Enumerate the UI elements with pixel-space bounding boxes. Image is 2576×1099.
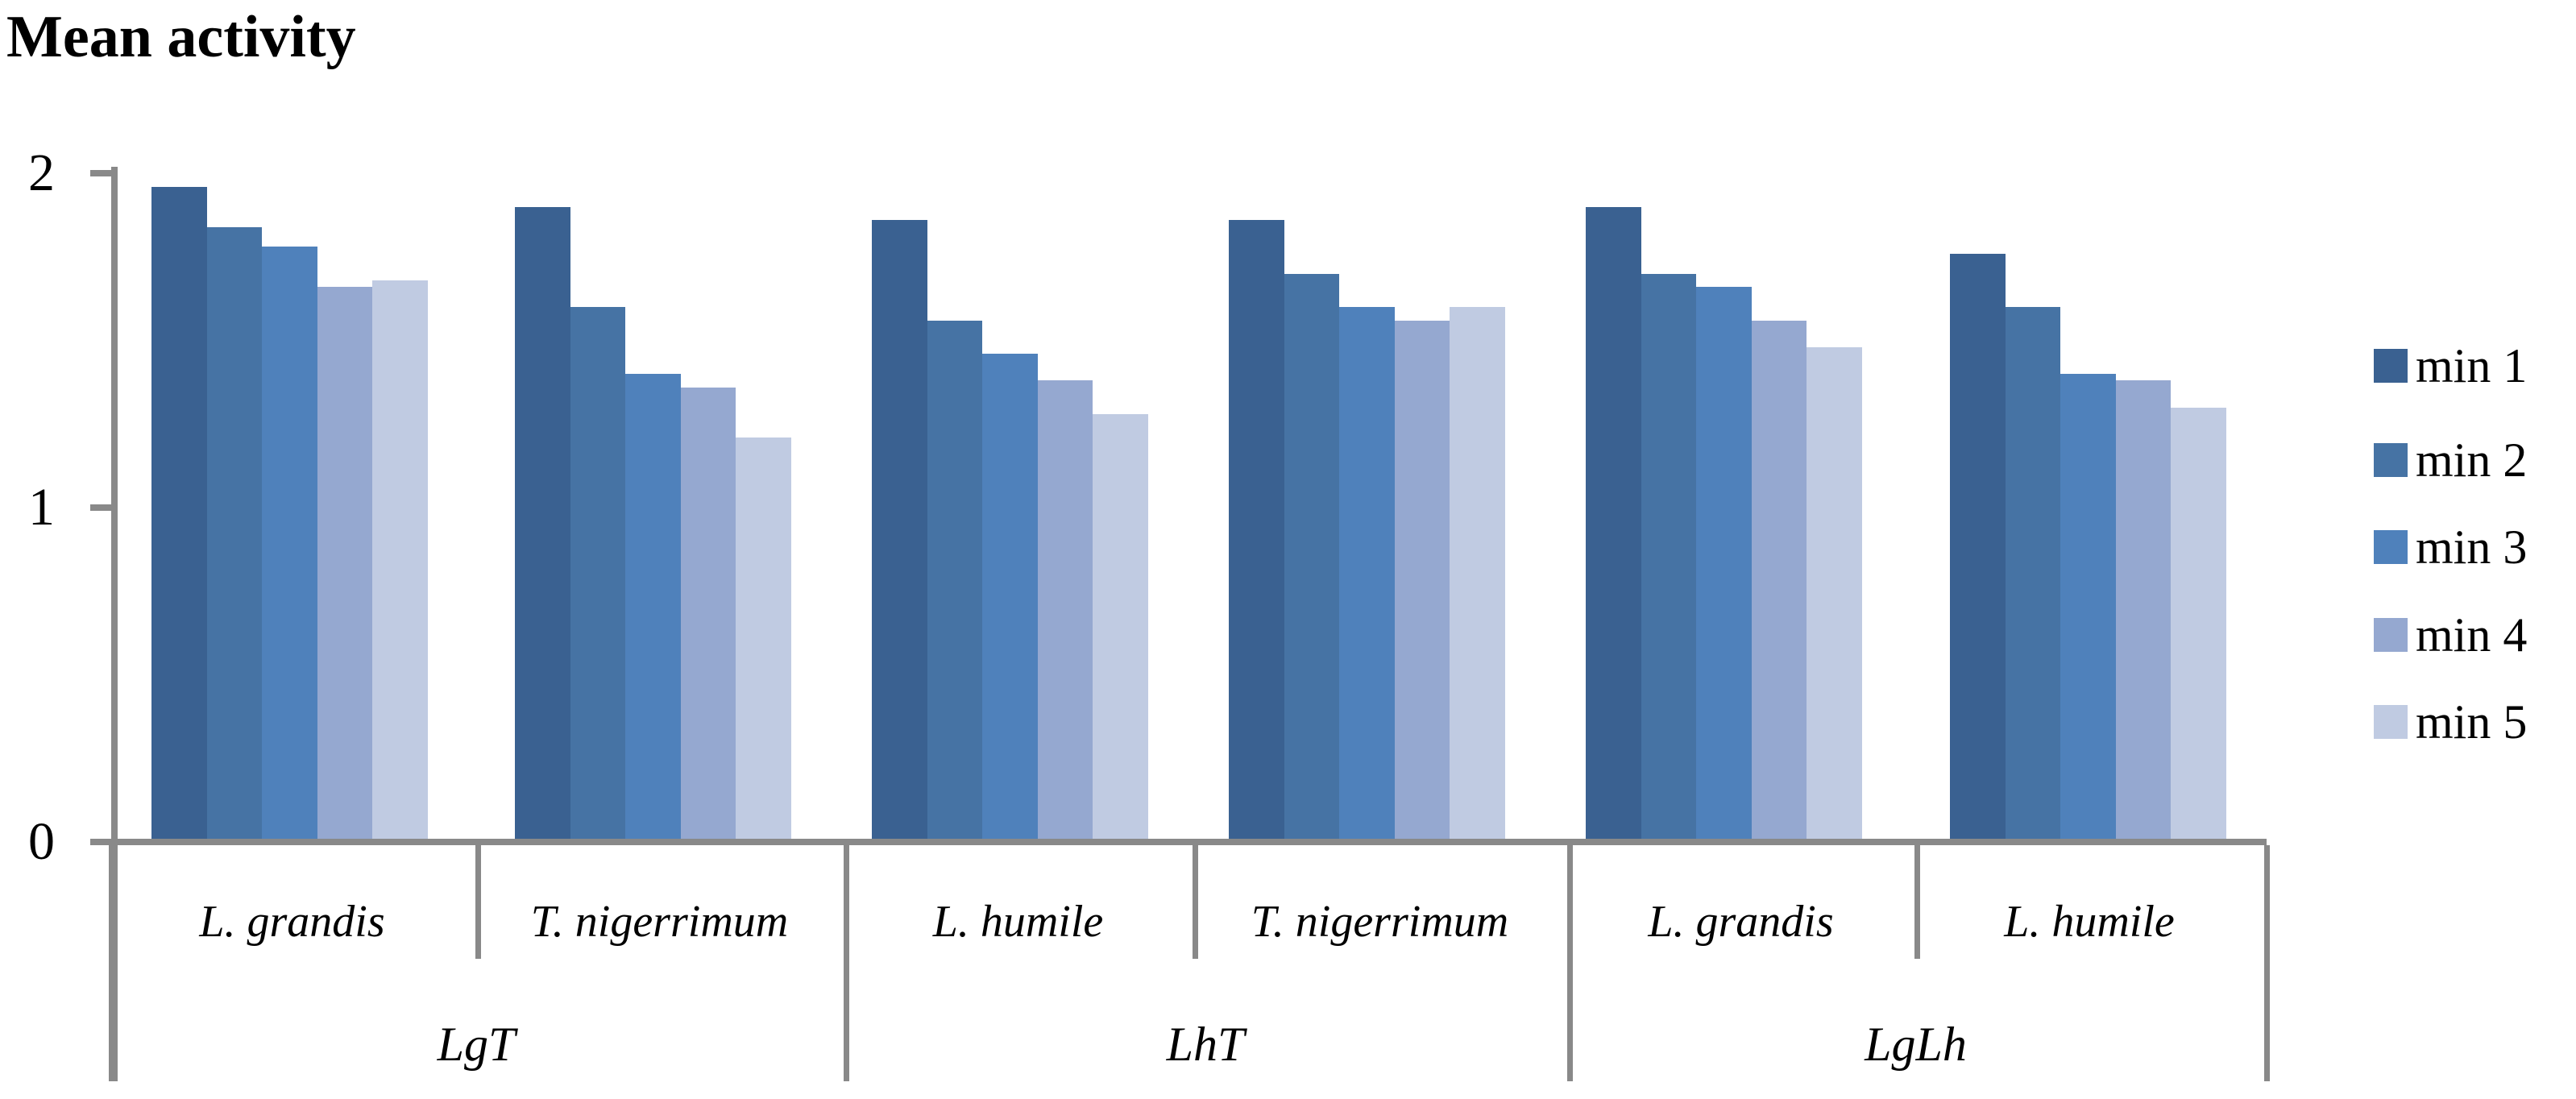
bar-min-3-group-4: [1339, 307, 1395, 839]
bar-min-2-group-6: [2005, 307, 2060, 839]
legend-color-swatch: [2374, 530, 2408, 564]
legend-label: min 1: [2416, 339, 2528, 392]
bar-min-3-group-6: [2060, 374, 2116, 839]
category-separator-major: [2264, 845, 2270, 1081]
bar-min-1-group-2: [515, 206, 570, 839]
bar-min-3-group-3: [982, 354, 1038, 839]
legend-color-swatch: [2374, 443, 2408, 477]
category-separator-minor: [1193, 845, 1198, 959]
bar-min-5-group-1: [372, 280, 428, 839]
species-label: L. humile: [932, 897, 1104, 947]
bar-min-5-group-3: [1093, 413, 1148, 839]
bar-min-1-group-4: [1229, 220, 1284, 839]
y-axis-tick-mark: [90, 504, 111, 511]
bar-min-1-group-1: [151, 186, 207, 839]
bar-min-2-group-5: [1641, 273, 1696, 839]
bar-min-4-group-4: [1394, 320, 1450, 839]
y-axis-line: [111, 167, 118, 1081]
bar-min-4-group-6: [2115, 380, 2171, 839]
species-label: T. nigerrimum: [530, 897, 789, 947]
y-axis-tick-label: 2: [28, 143, 55, 202]
category-separator-minor: [475, 845, 481, 959]
species-label: L. humile: [2004, 897, 2175, 947]
bar-min-2-group-1: [206, 226, 262, 839]
category-separator-major: [109, 845, 114, 1081]
legend-color-swatch: [2374, 618, 2408, 652]
bar-min-5-group-2: [736, 438, 791, 839]
bar-min-4-group-1: [317, 287, 372, 839]
bar-min-2-group-3: [927, 320, 982, 839]
category-separator-minor: [1914, 845, 1920, 959]
treatment-group-label: LgLh: [1865, 1018, 1967, 1071]
bar-min-3-group-1: [262, 247, 317, 839]
bar-min-1-group-3: [872, 220, 927, 839]
bar-min-1-group-5: [1586, 206, 1641, 839]
treatment-group-label: LgT: [437, 1018, 516, 1071]
legend-label: min 5: [2416, 695, 2528, 749]
bar-min-4-group-5: [1751, 320, 1807, 839]
category-separator-major: [844, 845, 849, 1081]
species-label: L. grandis: [1648, 897, 1834, 947]
bar-min-3-group-2: [625, 374, 681, 839]
legend-color-swatch: [2374, 349, 2408, 383]
y-axis-tick-label: 1: [28, 478, 55, 537]
bar-min-3-group-5: [1696, 287, 1752, 839]
bar-min-4-group-3: [1037, 380, 1093, 839]
bar-min-5-group-6: [2171, 407, 2226, 839]
bar-min-2-group-4: [1284, 273, 1339, 839]
bar-min-1-group-6: [1950, 253, 2006, 839]
bar-min-4-group-2: [680, 387, 736, 839]
legend-color-swatch: [2374, 705, 2408, 739]
x-axis-baseline: [90, 839, 2267, 845]
bar-min-5-group-5: [1807, 346, 1862, 839]
category-separator-major: [1567, 845, 1573, 1081]
y-axis-tick-mark: [90, 170, 111, 176]
species-label: L. grandis: [199, 897, 385, 947]
species-label: T. nigerrimum: [1251, 897, 1509, 947]
chart-title: Mean activity: [6, 4, 356, 70]
treatment-group-label: LhT: [1166, 1018, 1245, 1071]
legend-label: min 3: [2416, 520, 2528, 574]
legend-label: min 4: [2416, 608, 2528, 661]
y-axis-tick-label: 0: [28, 812, 55, 871]
bar-min-2-group-2: [570, 307, 625, 839]
legend-label: min 2: [2416, 433, 2528, 487]
bar-min-5-group-4: [1450, 307, 1505, 839]
